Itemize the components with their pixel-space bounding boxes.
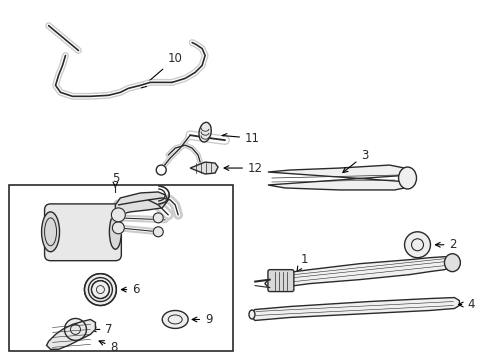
Circle shape bbox=[153, 227, 163, 237]
Ellipse shape bbox=[162, 310, 188, 328]
Polygon shape bbox=[46, 319, 95, 349]
Text: 11: 11 bbox=[222, 132, 260, 145]
Ellipse shape bbox=[444, 254, 459, 272]
Text: 10: 10 bbox=[141, 52, 182, 88]
Polygon shape bbox=[251, 298, 458, 320]
Text: 6: 6 bbox=[121, 283, 140, 296]
Ellipse shape bbox=[109, 214, 121, 249]
Text: 8: 8 bbox=[99, 341, 118, 354]
Polygon shape bbox=[267, 165, 408, 190]
Text: 4: 4 bbox=[457, 298, 474, 311]
Circle shape bbox=[64, 319, 86, 340]
Ellipse shape bbox=[248, 310, 254, 319]
Ellipse shape bbox=[41, 212, 60, 252]
Circle shape bbox=[112, 222, 124, 234]
FancyBboxPatch shape bbox=[267, 270, 293, 292]
Circle shape bbox=[153, 213, 163, 223]
FancyBboxPatch shape bbox=[9, 185, 233, 351]
Polygon shape bbox=[115, 192, 168, 215]
Polygon shape bbox=[264, 257, 452, 289]
Circle shape bbox=[84, 274, 116, 306]
Ellipse shape bbox=[199, 122, 211, 142]
Circle shape bbox=[111, 208, 125, 222]
Ellipse shape bbox=[398, 167, 416, 189]
Text: 9: 9 bbox=[192, 313, 212, 326]
Text: 3: 3 bbox=[342, 149, 367, 172]
Circle shape bbox=[404, 232, 429, 258]
Text: 12: 12 bbox=[224, 162, 263, 175]
Text: 5: 5 bbox=[111, 171, 119, 187]
Text: 2: 2 bbox=[435, 238, 456, 251]
Text: 1: 1 bbox=[296, 253, 308, 271]
FancyBboxPatch shape bbox=[44, 204, 121, 261]
Text: 7: 7 bbox=[91, 323, 113, 336]
Polygon shape bbox=[190, 162, 218, 174]
Circle shape bbox=[156, 165, 166, 175]
